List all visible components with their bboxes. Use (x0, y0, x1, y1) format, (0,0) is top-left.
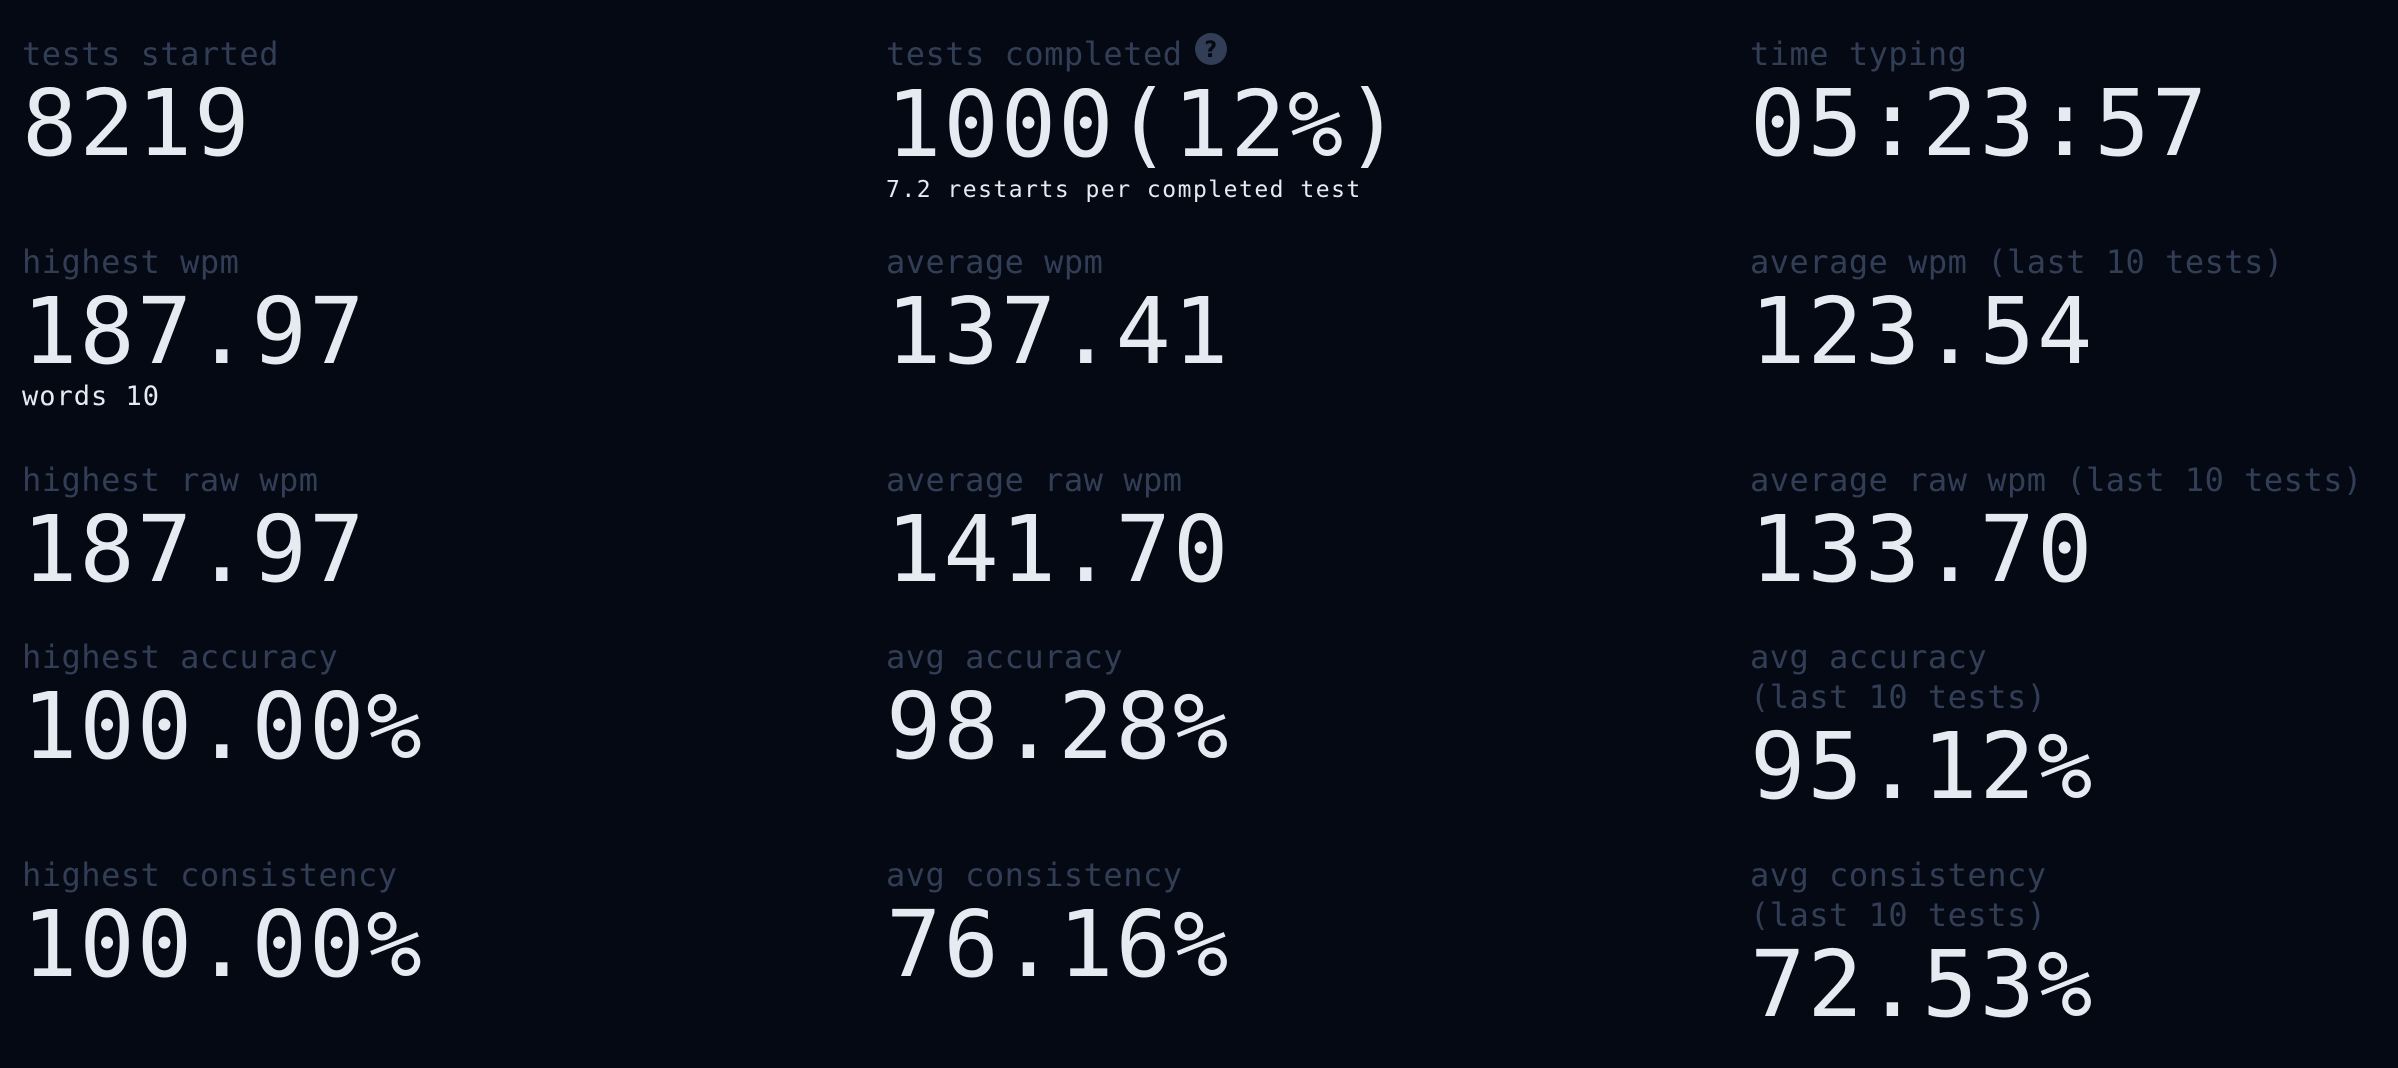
stat-value: 1000(12%) (886, 70, 1403, 178)
stat-value: 137.41 (886, 278, 1231, 385)
stat-avg-accuracy-last10: avg accuracy (last 10 tests) 95.12% (1750, 637, 2094, 817)
stat-highest-wpm: highest wpm 187.97 words 10 (22, 242, 366, 412)
stat-value: 141.70 (886, 496, 1231, 603)
stat-average-raw-wpm: average raw wpm 141.70 (886, 460, 1230, 600)
stat-label: highest raw wpm (22, 461, 319, 499)
stat-label: average raw wpm (last 10 tests) (1750, 461, 2363, 499)
stat-average-raw-wpm-last10: average raw wpm (last 10 tests) 133.70 (1750, 460, 2363, 600)
stat-label: avg accuracy (886, 638, 1124, 676)
stat-label: highest consistency (22, 856, 398, 894)
stat-label: average raw wpm (886, 461, 1183, 499)
stat-label: avg consistency (1750, 856, 2047, 894)
stat-label: highest wpm (22, 243, 240, 281)
stat-label: highest accuracy (22, 638, 339, 676)
stat-label-row: tests completed? (886, 32, 1403, 75)
stat-label: time typing (1750, 35, 1968, 73)
stat-label-qualifier: (last 10 tests) (1750, 678, 2047, 716)
stat-label: tests completed (886, 35, 1183, 73)
stat-value: 123.54 (1750, 278, 2095, 385)
stat-label: avg consistency (886, 856, 1183, 894)
stat-value: 100.00% (22, 891, 424, 998)
stat-label-qualifier: (last 10 tests) (1750, 896, 2047, 934)
stat-value: 133.70 (1750, 496, 2095, 603)
restarts-per-test: 7.2 restarts per completed test (886, 176, 1362, 203)
stat-value: 98.28% (886, 673, 1231, 780)
stat-label: avg accuracy (1750, 638, 1988, 676)
svg-text:?: ? (1205, 38, 1218, 63)
stat-value: 72.53% (1750, 931, 2095, 1038)
stat-label: average wpm (886, 243, 1104, 281)
stat-value: 187.97 (22, 496, 367, 603)
stat-value: 76.16% (886, 891, 1231, 998)
stat-highest-accuracy: highest accuracy 100.00% (22, 637, 424, 777)
stat-avg-consistency: avg consistency 76.16% (886, 855, 1230, 995)
help-circle-icon[interactable]: ? (1194, 32, 1228, 75)
stat-highest-consistency: highest consistency 100.00% (22, 855, 424, 995)
stat-average-wpm: average wpm 137.41 (886, 242, 1230, 382)
stat-value: 187.97 (22, 278, 367, 385)
stat-label: average wpm (last 10 tests) (1750, 243, 2284, 281)
stat-label: tests started (22, 35, 279, 73)
stat-time-typing: time typing 05:23:57 (1750, 34, 2209, 174)
stat-value: 8219 (22, 70, 252, 177)
stat-tests-completed: tests completed? 1000(12%) 7.2 restarts … (886, 32, 1403, 205)
stat-avg-accuracy: avg accuracy 98.28% (886, 637, 1230, 777)
stat-value: 05:23:57 (1750, 70, 2210, 177)
stat-value: 100.00% (22, 673, 424, 780)
stat-average-wpm-last10: average wpm (last 10 tests) 123.54 (1750, 242, 2284, 382)
stat-tests-started: tests started 8219 (22, 34, 279, 174)
stat-avg-consistency-last10: avg consistency (last 10 tests) 72.53% (1750, 855, 2094, 1035)
stat-value: 95.12% (1750, 713, 2095, 820)
stat-highest-raw-wpm: highest raw wpm 187.97 (22, 460, 366, 600)
highest-wpm-mode: words 10 (22, 381, 161, 412)
